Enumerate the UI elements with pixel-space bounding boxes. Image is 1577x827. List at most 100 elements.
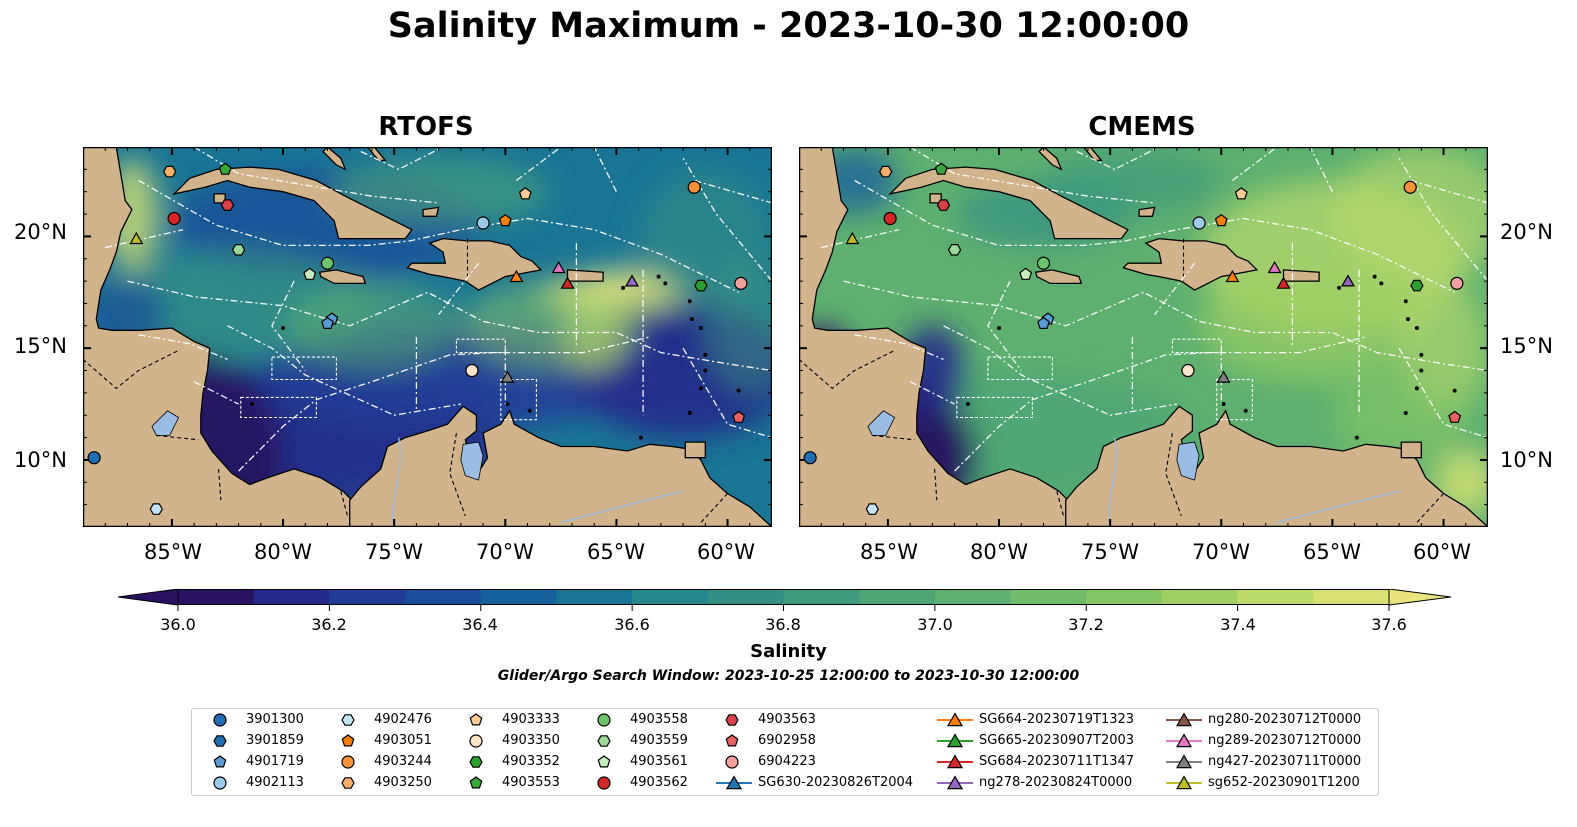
eez-boundary: [360, 147, 444, 171]
legend-label: 4902476: [374, 712, 432, 727]
small-island: [1337, 285, 1342, 290]
legend-marker: [341, 755, 355, 769]
legend-symbol: [341, 734, 355, 747]
country-border: [1165, 433, 1182, 516]
colorbar-segment: [556, 589, 633, 605]
colorbar-tick: 37.2: [1068, 615, 1104, 634]
obs-marker-4903559: [231, 243, 246, 256]
legend-label: 4903559: [630, 733, 688, 748]
obs-marker-ng427-20230711T0000: [500, 370, 515, 383]
legend-symbol: [341, 755, 355, 769]
obs-marker-3901300: [87, 451, 101, 465]
salinity-field-blob: [560, 301, 628, 373]
legend-label: 6902958: [758, 733, 816, 748]
legend-label: 4903244: [374, 754, 432, 769]
land-jamaica: [1034, 269, 1083, 285]
legend-marker: [597, 713, 611, 727]
legend-symbol: [469, 734, 483, 748]
land-puertorico: [566, 269, 604, 282]
colorbar-segment: [1010, 589, 1087, 605]
legend-marker: [937, 775, 973, 790]
small-island: [663, 281, 668, 286]
obs-marker-SG664-20230719T1323: [1225, 269, 1240, 283]
map-frame: [799, 147, 1488, 527]
salinity-field-blob: [1199, 269, 1422, 382]
legend-symbol: [341, 777, 355, 789]
colorbar-segment: [632, 589, 709, 605]
legend-symbol: [213, 776, 227, 790]
small-island: [1419, 368, 1424, 373]
lon-tick-60w-left: 60°W: [697, 540, 755, 564]
legend-label: ng280-20230712T0000: [1208, 712, 1362, 727]
small-island: [687, 299, 692, 304]
legend-symbol: [597, 713, 611, 727]
legend-marker: [597, 776, 611, 790]
lat-tick-10n-right: 10°N: [1500, 448, 1553, 472]
legend-symbol: [213, 713, 227, 727]
legend-symbol: [597, 735, 611, 747]
colorbar-extend-high: [1388, 588, 1452, 606]
obs-marker-SG664-20230719T1323: [509, 269, 524, 283]
lon-tick-85w-right: 85°W: [860, 540, 918, 564]
legend-triangle: [946, 754, 964, 769]
colorbar-tick: 37.6: [1371, 615, 1407, 634]
colorbar-segment: [178, 589, 255, 605]
country-border: [799, 349, 895, 390]
colorbar-segment: [859, 589, 936, 605]
legend-marker: [213, 713, 227, 727]
eez-boundary: [682, 157, 772, 282]
obs-marker-ng289-20230712T0000: [551, 261, 566, 274]
eez-boundary: [909, 381, 955, 405]
legend-symbol: [213, 735, 227, 747]
legend-label: 4903563: [758, 712, 816, 727]
lon-tick-85w-left: 85°W: [144, 540, 202, 564]
legend-label: ng427-20230711T0000: [1208, 754, 1362, 769]
country-border: [156, 434, 199, 441]
obs-marker-4903561: [303, 267, 317, 280]
eez-boundary: [1232, 147, 1278, 182]
colorbar-segment: [480, 589, 557, 605]
legend-marker: [469, 776, 483, 789]
legend-triangle: [1175, 712, 1193, 727]
eez-boundary: [1076, 147, 1160, 171]
small-island: [638, 435, 643, 440]
lake: [1176, 441, 1200, 481]
lon-tick-80w-right: 80°W: [970, 540, 1028, 564]
legend-marker: [725, 714, 739, 726]
colorbar-tick: 36.8: [765, 615, 801, 634]
legend-symbol: [597, 776, 611, 790]
land-cuba: [888, 166, 1129, 240]
small-island: [997, 326, 1002, 331]
eez-boundary: [593, 147, 617, 192]
small-island: [281, 326, 286, 331]
river: [1108, 437, 1117, 527]
legend-label: 4902113: [246, 775, 304, 790]
legend-marker: [213, 776, 227, 790]
obs-marker-4901719b: [1037, 316, 1050, 329]
obs-marker-SG684-20230711T1347: [1276, 276, 1291, 289]
legend-triangle: [1175, 754, 1193, 769]
lon-tick-60w-right: 60°W: [1413, 540, 1471, 564]
colorbar-tick: 37.0: [917, 615, 953, 634]
obs-marker-4903553: [934, 162, 948, 175]
legend-label: SG664-20230719T1323: [979, 712, 1135, 727]
river: [1276, 490, 1400, 524]
legend-marker: [597, 755, 611, 768]
obs-marker-4901719b: [321, 316, 334, 329]
eez-boundary: [843, 280, 1488, 372]
obs-marker-6904223: [1450, 276, 1464, 290]
land-jamaica: [318, 269, 367, 285]
obs-marker-3901300: [803, 451, 817, 465]
eez-boundary: [438, 262, 480, 315]
obs-marker-ng278-20230824T0000: [1340, 274, 1356, 287]
figure-title: Salinity Maximum - 2023-10-30 12:00:00: [387, 6, 1190, 46]
legend-marker: [341, 777, 355, 789]
land-trinidad: [1400, 441, 1422, 459]
obs-marker-ng289-20230712T0000: [1267, 261, 1282, 274]
country-border: [872, 434, 915, 441]
obs-marker-4903559: [947, 243, 962, 256]
lon-tick-70w-right: 70°W: [1192, 540, 1250, 564]
legend-label: 4903051: [374, 733, 432, 748]
legend-label: 4903561: [630, 754, 688, 769]
obs-marker-4903051: [1214, 214, 1228, 227]
